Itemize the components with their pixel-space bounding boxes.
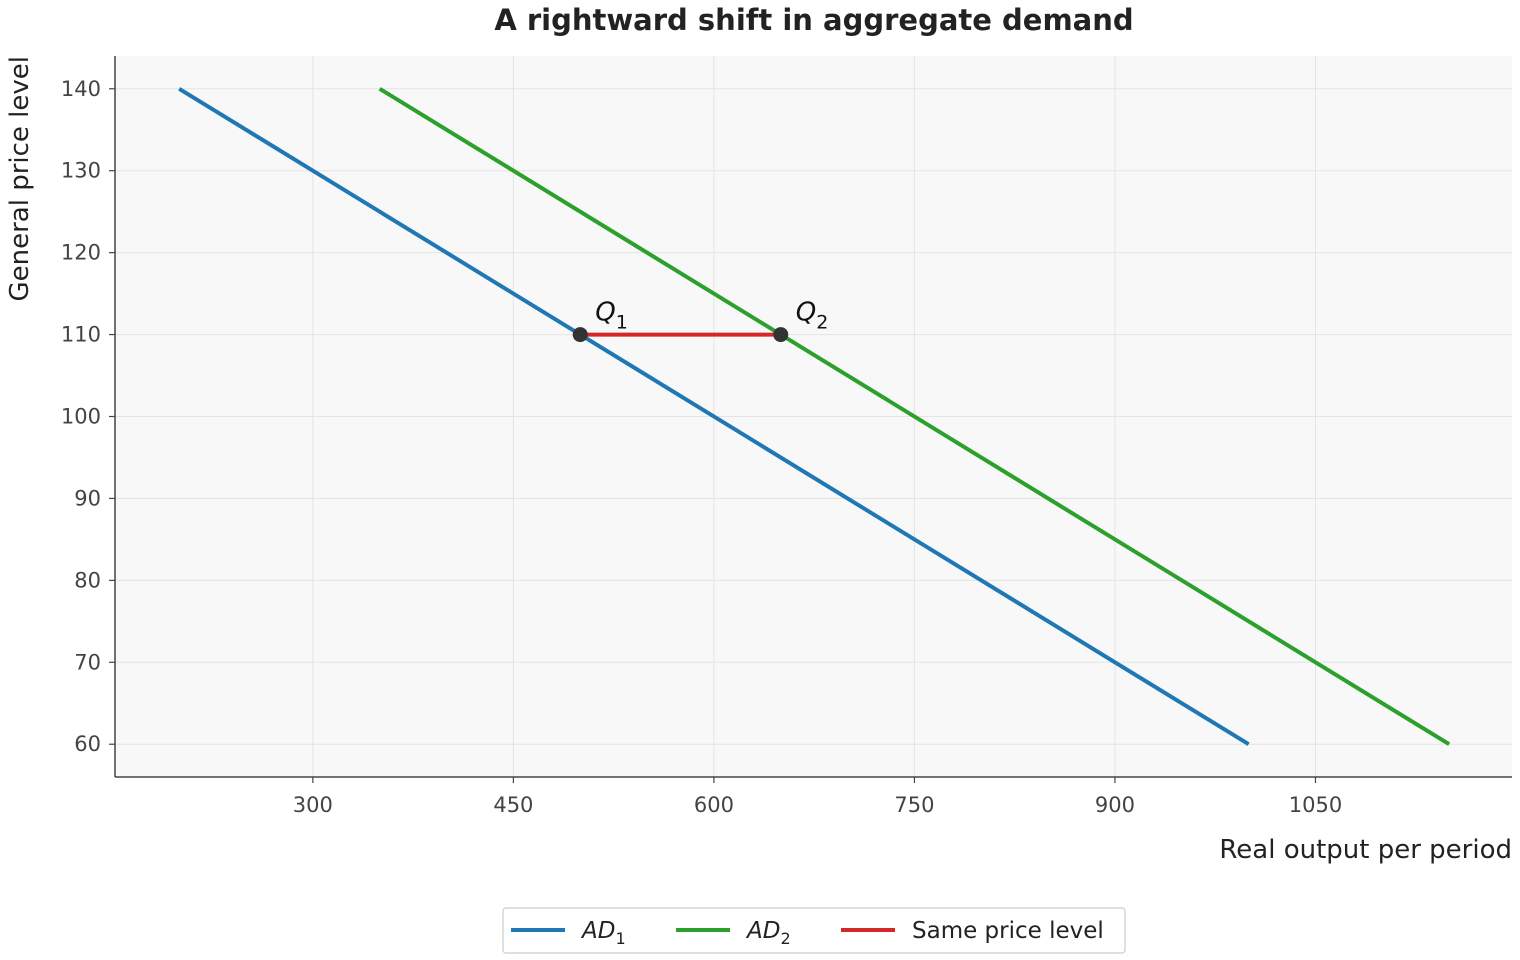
- point-label: Q1: [595, 298, 628, 334]
- x-tick-label: 1050: [1289, 793, 1342, 817]
- legend-frame: [502, 907, 1126, 954]
- point-label-main: Q: [595, 298, 615, 328]
- point-label: Q2: [796, 298, 829, 334]
- points-layer: Q1 Q2: [572, 298, 829, 343]
- legend-label: AD1: [580, 918, 626, 948]
- y-tick-label: 120: [61, 241, 101, 265]
- y-ticks: 60 70 80 90 100 110 120 130 140: [61, 77, 115, 756]
- point-label-main: Q: [796, 298, 816, 328]
- x-tick-label: 450: [493, 793, 533, 817]
- x-tick-label: 900: [1095, 793, 1135, 817]
- legend-label-sub: 1: [615, 929, 625, 948]
- legend-label-sub: 2: [780, 929, 790, 948]
- y-tick-label: 80: [74, 568, 101, 592]
- legend-label-main: AD: [745, 918, 780, 944]
- y-tick-label: 140: [61, 77, 101, 101]
- legend-label-main: AD: [580, 918, 615, 944]
- legend: AD1 AD2 Same price level: [502, 907, 1126, 954]
- y-tick-label: 60: [74, 732, 101, 756]
- y-tick-label: 130: [61, 159, 101, 183]
- legend-label-main: Same price level: [912, 918, 1104, 944]
- x-tick-label: 600: [694, 793, 734, 817]
- point-label-sub: 1: [616, 312, 628, 334]
- series-layer: [178, 87, 1451, 746]
- y-tick-label: 90: [74, 486, 101, 510]
- point-marker-q1: [572, 327, 588, 343]
- series-line-ad1: [178, 87, 1250, 746]
- point-label-sub: 2: [816, 312, 828, 334]
- chart-title: A rightward shift in aggregate demand: [494, 3, 1133, 37]
- y-tick-label: 100: [61, 405, 101, 429]
- legend-label: Same price level: [912, 918, 1104, 944]
- series-line-ad2: [378, 87, 1451, 746]
- y-axis-label: General price level: [5, 56, 35, 302]
- point-marker-q2: [773, 327, 789, 343]
- x-tick-label: 300: [293, 793, 333, 817]
- grid: [115, 56, 1512, 777]
- x-ticks: 300 450 600 750 900 1050: [293, 777, 1342, 817]
- legend-label: AD2: [745, 918, 791, 948]
- x-tick-label: 750: [894, 793, 934, 817]
- y-tick-label: 70: [74, 650, 101, 674]
- y-tick-label: 110: [61, 323, 101, 347]
- x-axis-label: Real output per period: [1219, 835, 1512, 865]
